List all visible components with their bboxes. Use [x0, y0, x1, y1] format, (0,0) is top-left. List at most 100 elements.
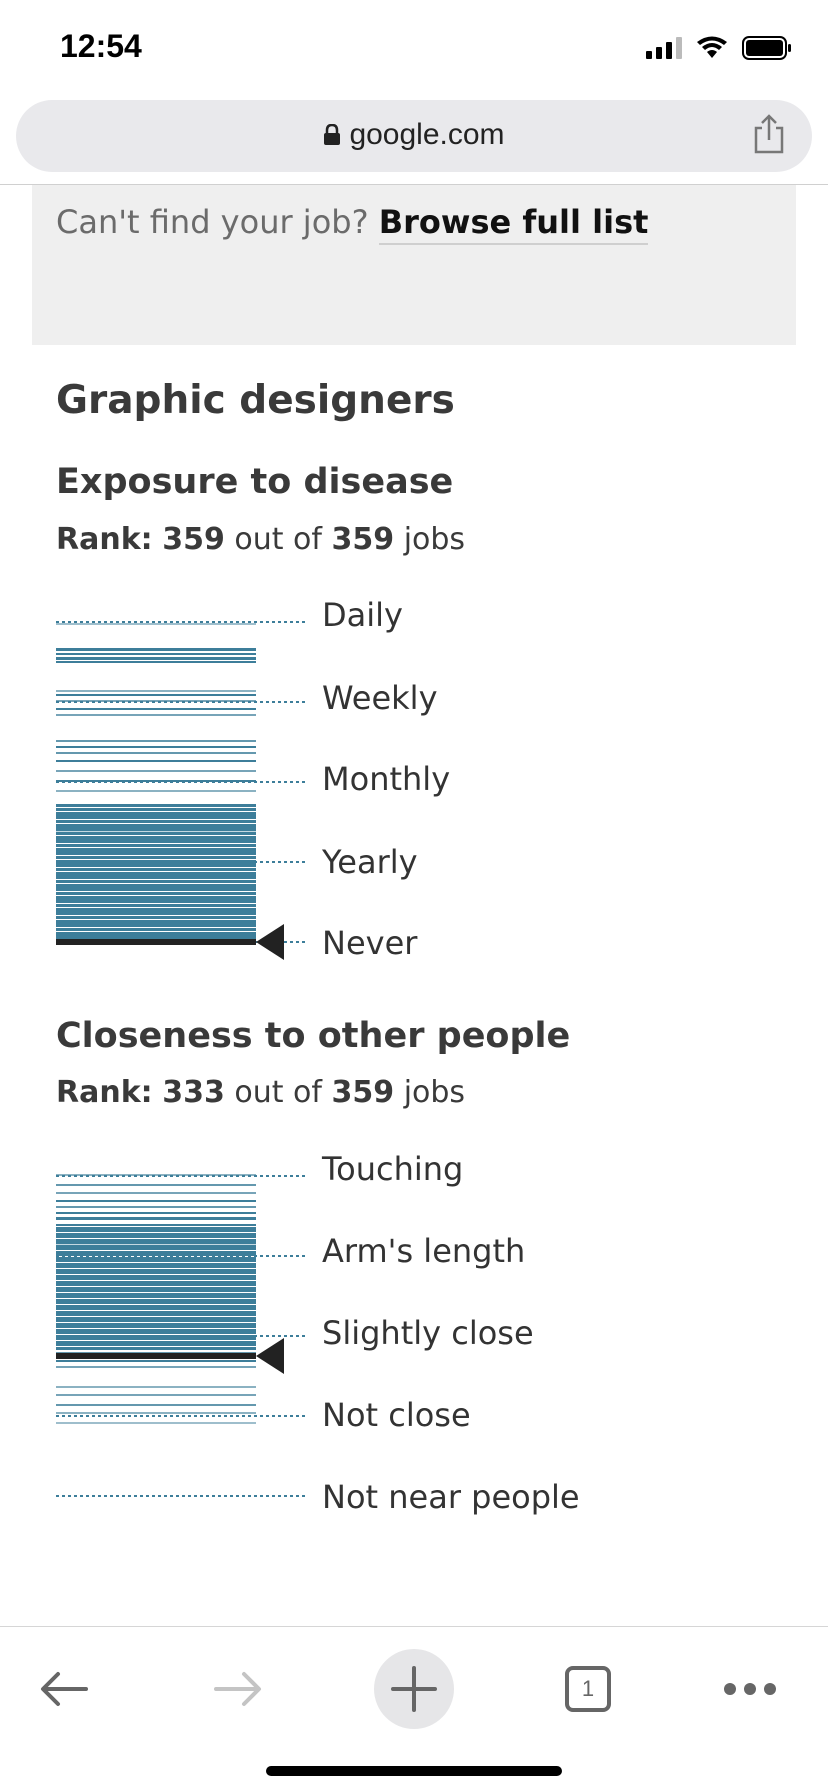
back-button[interactable]: [24, 1649, 104, 1729]
distribution-stripe: [56, 657, 256, 660]
distribution-stripe: [56, 904, 256, 907]
distribution-stripe: [56, 690, 256, 692]
distribution-stripe: [56, 884, 256, 888]
distribution-stripe: [56, 1284, 256, 1285]
closeness-chart: Touching Arm's length Slightly close Not…: [0, 1144, 828, 1524]
distribution-stripe: [56, 780, 256, 782]
distribution-stripe: [56, 852, 256, 855]
distribution-stripe: [56, 1296, 256, 1298]
forward-button[interactable]: [198, 1649, 278, 1729]
distribution-stripe: [56, 1272, 256, 1274]
share-button[interactable]: [752, 114, 786, 158]
rank-marker-line: [56, 939, 256, 945]
distribution-stripe: [56, 864, 256, 867]
distribution-stripe: [56, 1233, 256, 1236]
distribution-stripe: [56, 1311, 256, 1314]
distribution-stripe: [56, 900, 256, 903]
browse-prompt-text: Can't find your job?: [56, 203, 369, 241]
distribution-stripe: [56, 830, 256, 832]
distribution-stripe: [56, 868, 256, 871]
lock-icon: [324, 124, 341, 145]
address-bar[interactable]: google.com: [16, 100, 812, 172]
distribution-stripe: [56, 808, 256, 811]
distribution-stripe: [56, 661, 256, 663]
distribution-stripe: [56, 1422, 256, 1424]
url-display[interactable]: google.com: [16, 118, 812, 152]
distribution-stripe: [56, 1242, 256, 1244]
rank-label: Rank:: [56, 1075, 153, 1110]
distribution-stripe: [56, 694, 256, 696]
distribution-stripe: [56, 653, 256, 655]
distribution-stripe: [56, 1260, 256, 1262]
distribution-stripe: [56, 1184, 256, 1186]
level-daily: Daily: [322, 596, 403, 634]
distribution-stripe: [56, 1174, 256, 1176]
distribution-stripe: [56, 816, 256, 819]
distribution-stripe: [56, 1263, 256, 1266]
distribution-stripe: [56, 1290, 256, 1292]
distribution-stripe: [56, 888, 256, 891]
distribution-stripe: [56, 1404, 256, 1406]
distribution-stripe: [56, 912, 256, 915]
rank-jobs: jobs: [403, 1075, 466, 1110]
tabs-icon: [565, 1666, 611, 1712]
distribution-stripe: [56, 856, 256, 859]
distribution-stripe: [56, 1366, 256, 1368]
browse-full-list-link[interactable]: Browse full list: [378, 203, 649, 245]
distribution-stripe: [56, 1212, 256, 1214]
browser-toolbar: 1: [0, 1627, 828, 1747]
distribution-stripe: [56, 790, 256, 792]
distribution-stripe: [56, 1344, 256, 1346]
header-divider: [0, 184, 828, 185]
tabs-button[interactable]: 1: [548, 1649, 628, 1729]
distribution-stripe: [56, 1236, 256, 1238]
level-not-near-people: Not near people: [322, 1478, 580, 1516]
distribution-stripe: [56, 1314, 256, 1315]
signal-icon: [646, 37, 682, 59]
distribution-stripe: [56, 752, 256, 754]
distribution-stripe: [56, 1257, 256, 1260]
closeness-chart-svg: [56, 1174, 306, 1497]
distribution-stripe: [56, 708, 256, 710]
distribution-stripe: [56, 852, 256, 854]
distribution-stripe: [56, 916, 256, 919]
distribution-stripe: [56, 876, 256, 879]
distribution-stripe: [56, 880, 256, 883]
distribution-stripe: [56, 1244, 256, 1245]
distribution-stripe: [56, 1323, 256, 1326]
distribution-stripe: [56, 1248, 256, 1250]
distribution-stripe: [56, 848, 256, 852]
rank-value: 359: [162, 522, 225, 557]
level-not-close: Not close: [322, 1396, 471, 1434]
home-indicator: [266, 1766, 562, 1776]
wifi-icon: [697, 36, 727, 58]
tab-count: 1: [581, 1676, 595, 1701]
distribution-stripe: [56, 920, 256, 924]
distribution-stripe: [56, 1227, 256, 1230]
level-touching: Touching: [322, 1150, 464, 1188]
new-tab-button[interactable]: [374, 1649, 454, 1729]
distribution-stripe: [56, 1230, 256, 1232]
more-button[interactable]: [710, 1649, 790, 1729]
browse-prompt: Can't find your job? Browse full list: [56, 203, 649, 245]
distribution-stripe: [56, 1360, 256, 1362]
distribution-stripe: [56, 1251, 256, 1254]
distribution-stripe: [56, 1224, 256, 1226]
job-title: Graphic designers: [56, 378, 455, 423]
toolbar-divider: [0, 1626, 828, 1627]
distribution-stripe: [56, 1200, 256, 1202]
distribution-stripe: [56, 928, 256, 931]
distribution-stripe: [56, 700, 256, 702]
distribution-stripe: [56, 1332, 256, 1334]
exposure-chart-svg: [56, 621, 306, 960]
distribution-stripe: [56, 1329, 256, 1332]
distribution-stripe: [56, 1302, 256, 1304]
rank-marker-triangle: [256, 1338, 284, 1374]
rank-marker-line: [56, 1353, 256, 1359]
distribution-stripe: [56, 860, 256, 864]
distribution-stripe: [56, 908, 256, 910]
distribution-stripe: [56, 936, 256, 939]
distribution-stripe: [56, 908, 256, 912]
rank-jobs: jobs: [403, 522, 466, 557]
distribution-stripe: [56, 1266, 256, 1268]
